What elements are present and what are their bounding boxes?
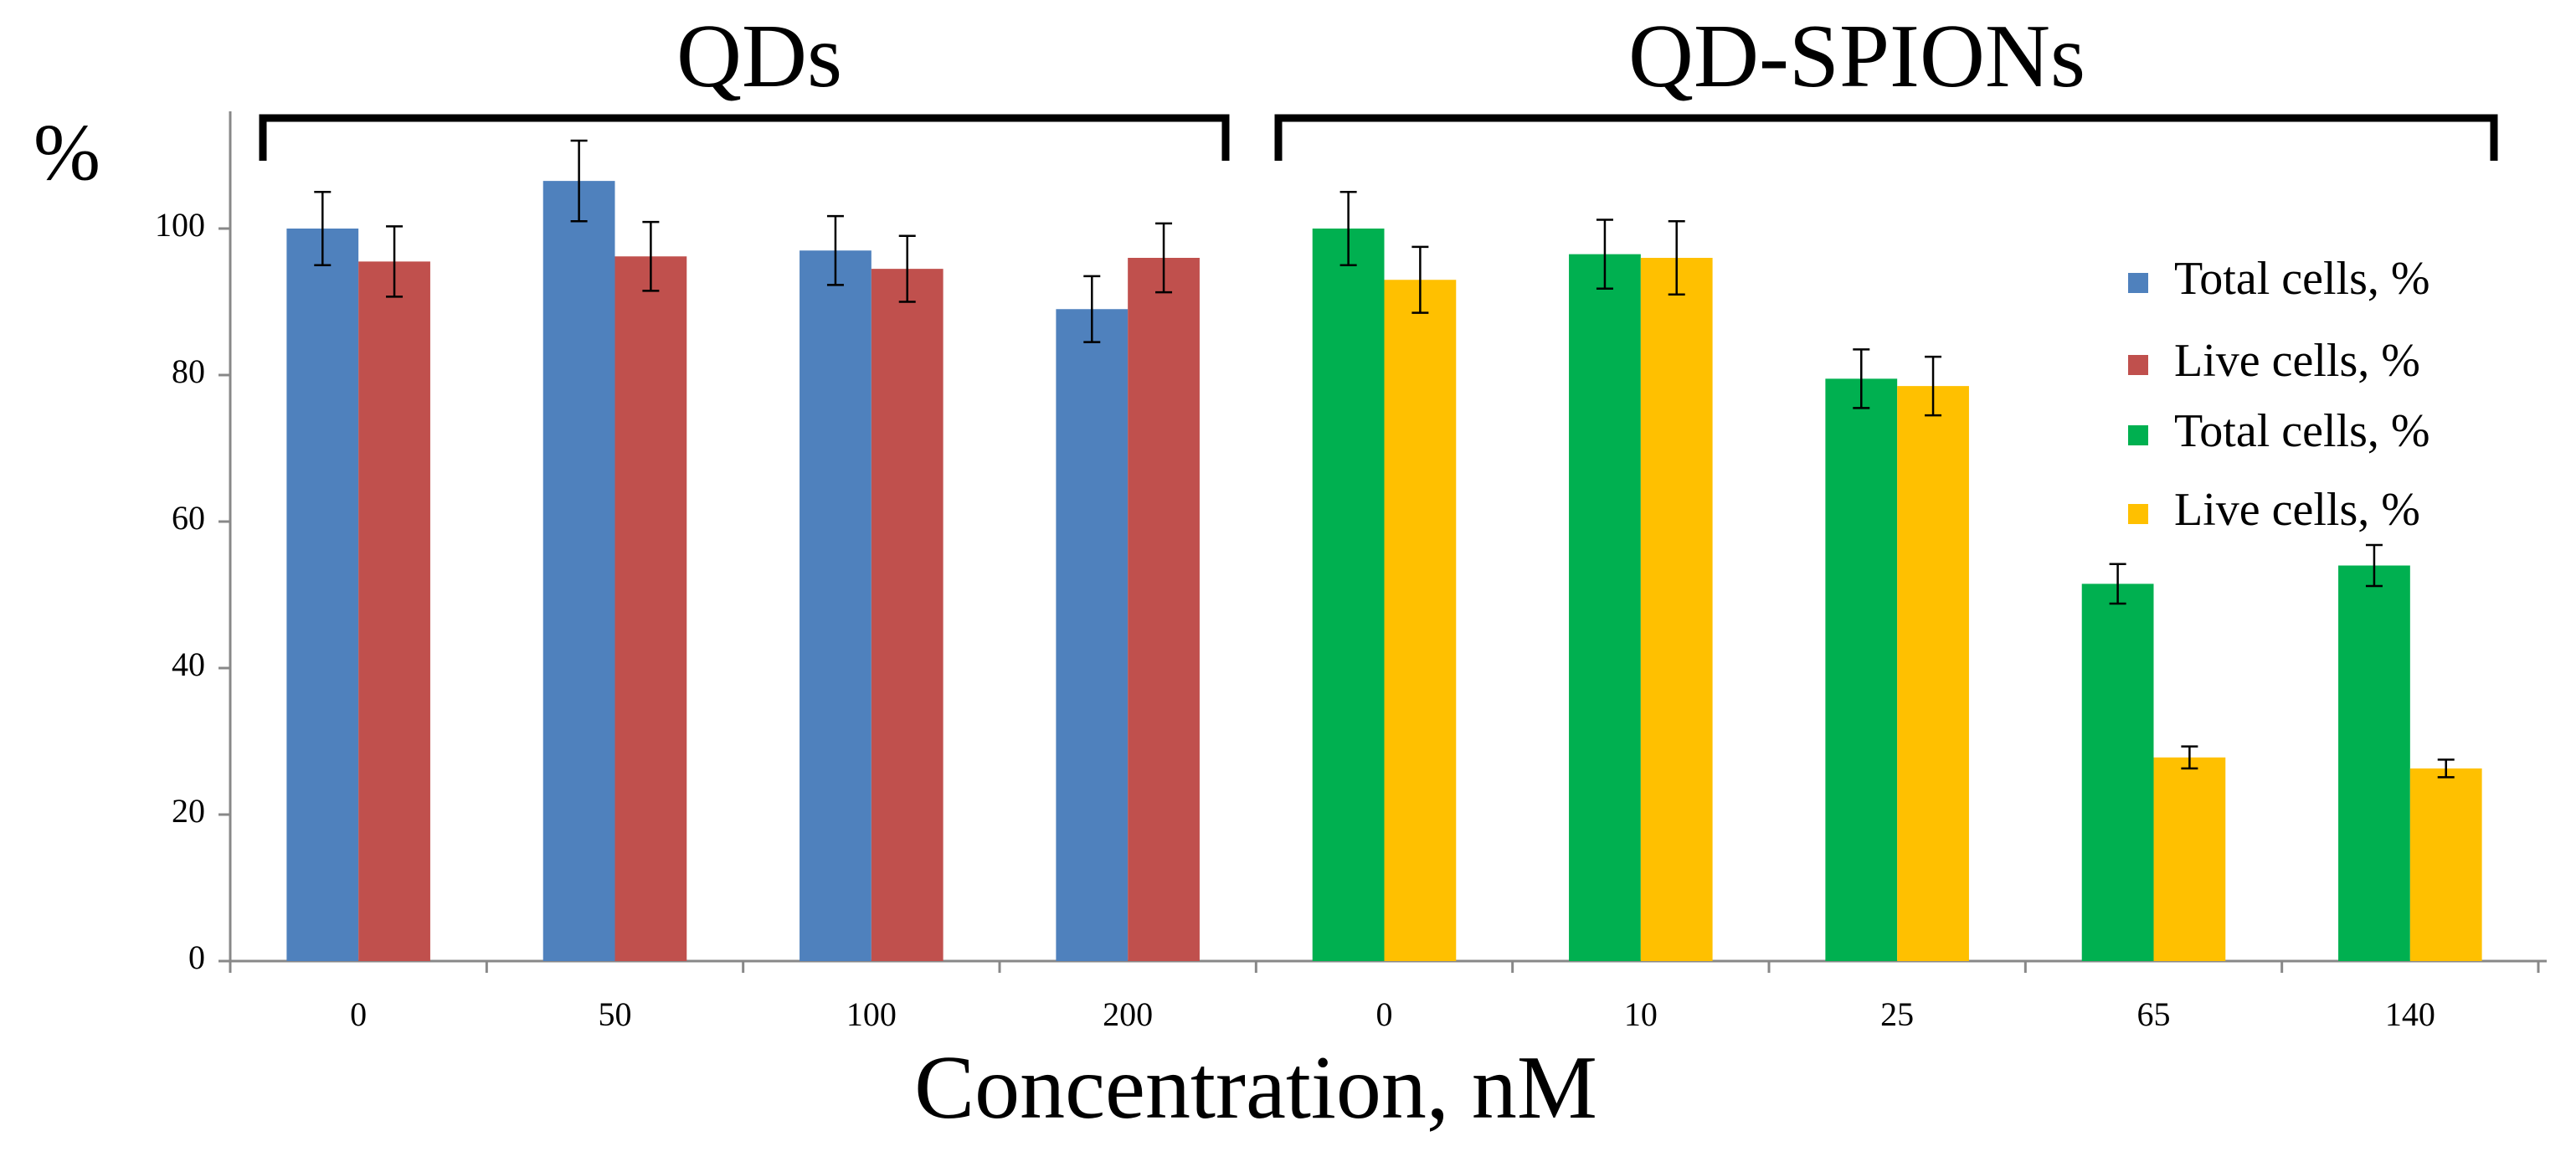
bar: [871, 269, 944, 961]
error-bar: [314, 191, 332, 266]
legend-swatch: [2128, 425, 2148, 445]
legend-label: Total cells, %: [2174, 405, 2430, 457]
legend-swatch: [2128, 504, 2148, 524]
y-axis-label: %: [33, 107, 100, 197]
bar: [358, 261, 430, 961]
bar: [1312, 229, 1385, 961]
bar: [2081, 584, 2154, 961]
error-bar: [898, 234, 916, 303]
x-tick-label: 0: [1376, 995, 1393, 1033]
error-bar: [1596, 219, 1613, 290]
y-tick-label: 80: [172, 352, 205, 390]
error-bar: [1083, 275, 1101, 343]
error-bar: [2181, 745, 2198, 770]
x-tick-label: 140: [2385, 995, 2435, 1033]
bar: [2153, 757, 2226, 961]
x-axis-label: Concentration, nM: [914, 1038, 1597, 1138]
error-bar: [1339, 191, 1357, 266]
error-bar: [1155, 222, 1173, 294]
bar: [2338, 565, 2410, 961]
x-tick-label: 0: [350, 995, 367, 1033]
x-tick-label: 50: [599, 995, 632, 1033]
bar: [1056, 309, 1129, 961]
bar: [1897, 386, 1969, 961]
error-bar: [826, 214, 844, 286]
x-tick-label: 10: [1624, 995, 1658, 1033]
group-label: QD-SPIONs: [1628, 7, 2085, 106]
y-tick-label: 100: [155, 206, 205, 244]
error-bar: [1668, 220, 1685, 296]
bar: [1128, 258, 1200, 961]
error-bar: [1411, 245, 1429, 314]
bar: [800, 250, 872, 961]
error-bar: [1853, 348, 1870, 409]
x-tick-label: 25: [1880, 995, 1914, 1033]
legend-label: Live cells, %: [2174, 335, 2420, 387]
legend-label: Total cells, %: [2174, 253, 2430, 305]
bar: [614, 256, 687, 961]
legend-label: Live cells, %: [2174, 484, 2420, 536]
bar: [1569, 254, 1641, 961]
group-bracket: [1274, 114, 2498, 161]
bar: [1384, 280, 1457, 961]
error-bar: [642, 220, 660, 292]
bar: [1825, 378, 1898, 961]
error-bar: [386, 225, 404, 298]
legend-swatch: [2128, 355, 2148, 375]
x-tick-label: 65: [2137, 995, 2171, 1033]
group-label: QDs: [676, 7, 842, 106]
bar: [2409, 768, 2482, 961]
bar: [286, 229, 359, 961]
error-bar: [570, 139, 588, 223]
y-tick-label: 60: [172, 499, 205, 537]
bar: [1640, 258, 1713, 961]
y-tick-label: 0: [188, 938, 205, 976]
x-tick-label: 200: [1103, 995, 1153, 1033]
error-bar: [2365, 543, 2383, 588]
y-tick-label: 20: [172, 792, 205, 830]
error-bar: [1925, 355, 1942, 417]
error-bar: [2437, 758, 2455, 779]
error-bar: [2109, 563, 2126, 605]
y-tick-label: 40: [172, 645, 205, 683]
group-bracket: [259, 114, 1230, 161]
x-tick-label: 100: [846, 995, 897, 1033]
bar: [542, 181, 615, 961]
legend-swatch: [2128, 273, 2148, 293]
